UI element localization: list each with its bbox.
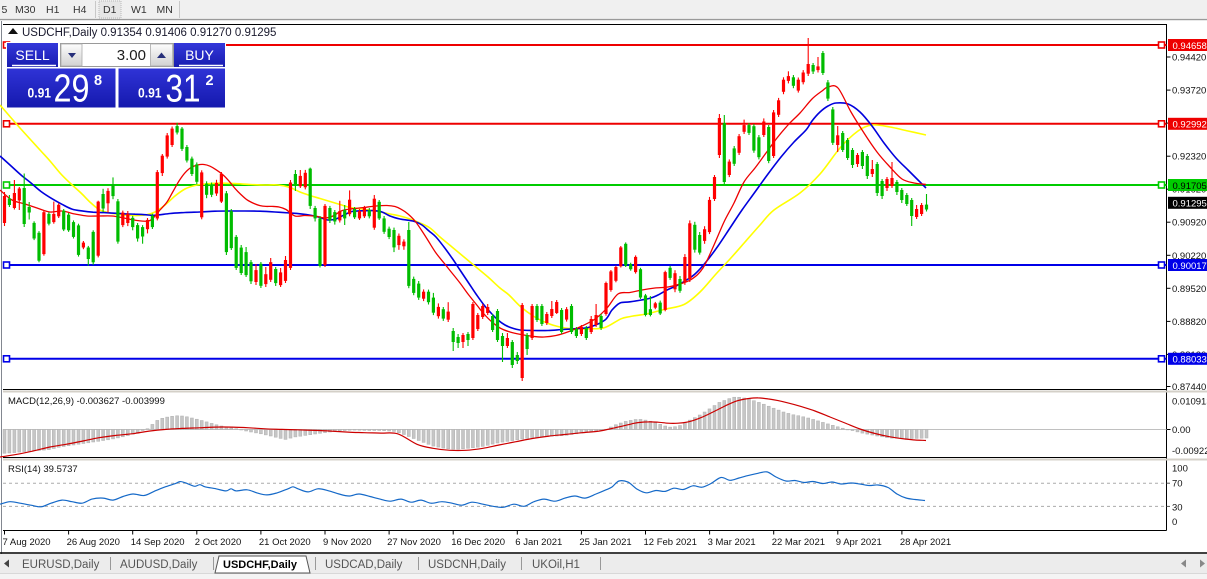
svg-text:0.90017: 0.90017: [1173, 261, 1207, 272]
svg-text:M30: M30: [15, 4, 36, 16]
svg-text:RSI(14) 39.5737: RSI(14) 39.5737: [8, 464, 78, 475]
svg-text:SELL: SELL: [15, 47, 49, 63]
svg-text:6 Jan 2021: 6 Jan 2021: [515, 537, 562, 548]
svg-text:BUY: BUY: [185, 47, 214, 63]
svg-text:0.94658: 0.94658: [1173, 41, 1207, 52]
svg-text:8: 8: [94, 73, 102, 89]
svg-text:0.89520: 0.89520: [1172, 284, 1206, 295]
svg-text:2: 2: [206, 73, 214, 89]
svg-text:12 Feb 2021: 12 Feb 2021: [644, 537, 697, 548]
svg-text:0.91295: 0.91295: [1173, 199, 1207, 210]
svg-text:21 Oct 2020: 21 Oct 2020: [259, 537, 311, 548]
svg-text:3.00: 3.00: [117, 47, 146, 64]
svg-text:0.91705: 0.91705: [1173, 181, 1207, 192]
svg-text:USDCHF,Daily: USDCHF,Daily: [223, 559, 298, 571]
svg-text:0.94420: 0.94420: [1172, 53, 1206, 64]
svg-text:14 Sep 2020: 14 Sep 2020: [131, 537, 185, 548]
svg-text:0.92320: 0.92320: [1172, 152, 1206, 163]
svg-text:USDCAD,Daily: USDCAD,Daily: [325, 559, 403, 571]
svg-text:3 Mar 2021: 3 Mar 2021: [708, 537, 756, 548]
svg-text:9 Apr 2021: 9 Apr 2021: [836, 537, 882, 548]
svg-text:USDCNH,Daily: USDCNH,Daily: [428, 559, 506, 571]
svg-text:70: 70: [1172, 478, 1183, 489]
svg-text:22 Mar 2021: 22 Mar 2021: [772, 537, 825, 548]
svg-text:0.88033: 0.88033: [1173, 355, 1207, 366]
svg-text:W1: W1: [131, 4, 147, 16]
svg-text:0.91: 0.91: [28, 85, 52, 101]
svg-text:-0.009225: -0.009225: [1172, 446, 1207, 457]
svg-text:0.90920: 0.90920: [1172, 218, 1206, 229]
svg-text:25 Jan 2021: 25 Jan 2021: [579, 537, 631, 548]
svg-text:0.91: 0.91: [138, 85, 162, 101]
svg-text:0.87440: 0.87440: [1172, 382, 1206, 393]
svg-text:31: 31: [166, 68, 201, 111]
svg-text:0.90220: 0.90220: [1172, 251, 1206, 262]
svg-text:H4: H4: [73, 4, 87, 16]
svg-text:7 Aug 2020: 7 Aug 2020: [3, 537, 51, 548]
svg-text:EURUSD,Daily: EURUSD,Daily: [22, 559, 100, 571]
svg-text:0.88820: 0.88820: [1172, 317, 1206, 328]
svg-text:16 Dec 2020: 16 Dec 2020: [451, 537, 505, 548]
svg-text:H1: H1: [46, 4, 60, 16]
svg-text:5: 5: [2, 4, 8, 16]
svg-text:26 Aug 2020: 26 Aug 2020: [67, 537, 120, 548]
svg-text:9 Nov 2020: 9 Nov 2020: [323, 537, 372, 548]
svg-text:0.010913: 0.010913: [1172, 396, 1207, 407]
svg-text:0.92992: 0.92992: [1173, 120, 1207, 131]
svg-text:UKOil,H1: UKOil,H1: [532, 559, 580, 571]
svg-text:2 Oct 2020: 2 Oct 2020: [195, 537, 241, 548]
svg-text:30: 30: [1172, 503, 1183, 514]
svg-text:0.93720: 0.93720: [1172, 86, 1206, 97]
svg-text:D1: D1: [103, 4, 117, 16]
svg-text:29: 29: [54, 68, 90, 111]
svg-text:27 Nov 2020: 27 Nov 2020: [387, 537, 441, 548]
svg-text:AUDUSD,Daily: AUDUSD,Daily: [120, 559, 198, 571]
svg-text:28 Apr 2021: 28 Apr 2021: [900, 537, 951, 548]
svg-text:USDCHF,Daily 0.91354 0.91406: USDCHF,Daily 0.91354 0.91406 0.91270 0.9…: [22, 27, 276, 39]
svg-text:100: 100: [1172, 463, 1188, 474]
svg-text:0: 0: [1172, 517, 1177, 528]
svg-text:MACD(12,26,9) -0.003627 -0.003: MACD(12,26,9) -0.003627 -0.003999: [8, 396, 165, 407]
svg-text:0.00: 0.00: [1172, 425, 1191, 436]
svg-text:MN: MN: [157, 4, 173, 16]
